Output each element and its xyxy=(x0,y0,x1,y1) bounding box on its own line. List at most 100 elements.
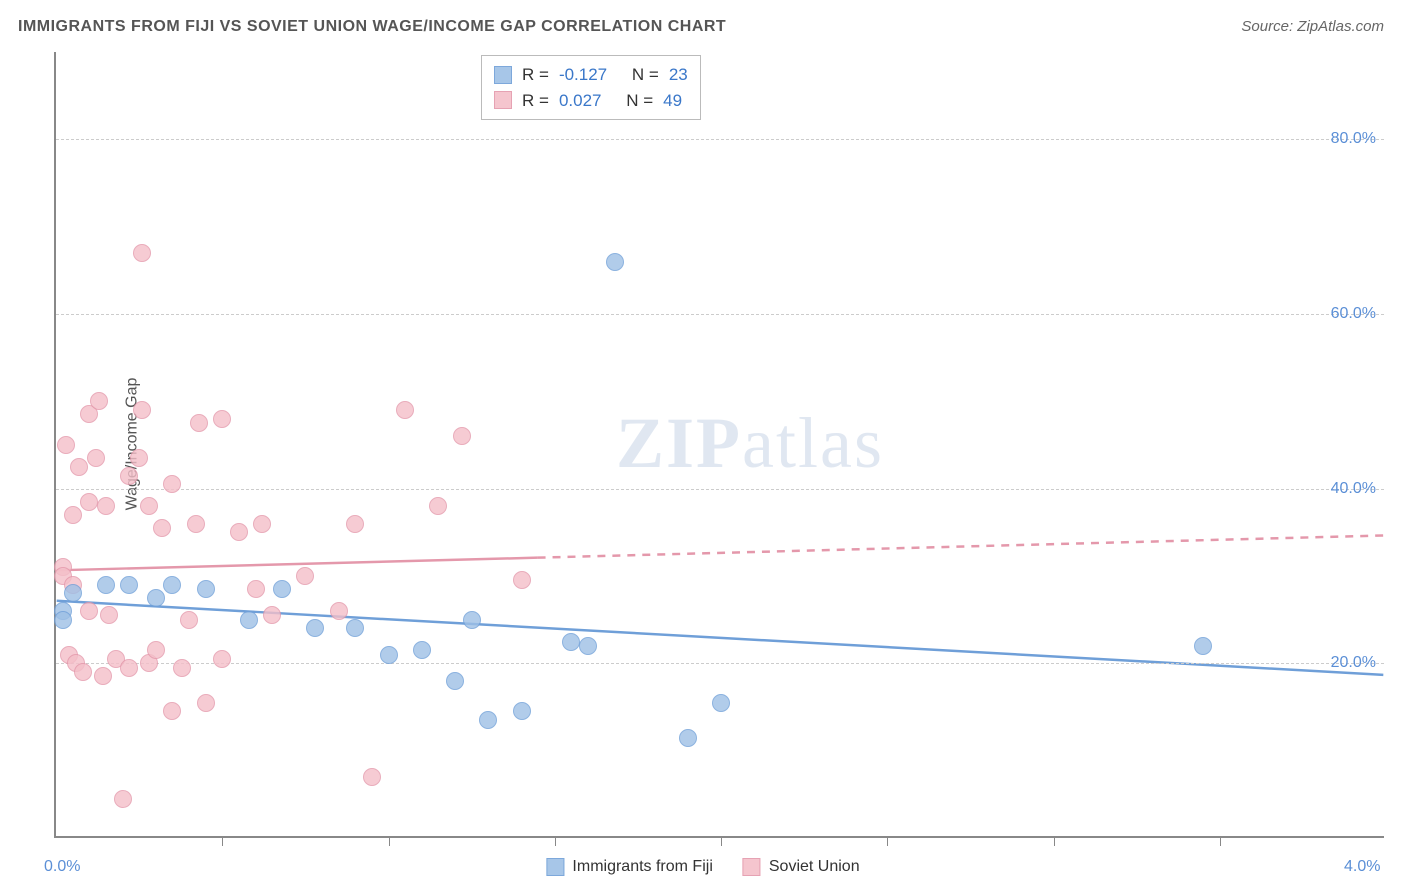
n-value-soviet: 49 xyxy=(663,88,682,114)
swatch-soviet xyxy=(494,91,512,109)
trend-line xyxy=(57,558,538,571)
scatter-point-soviet xyxy=(133,401,151,419)
x-tick xyxy=(1054,836,1055,846)
legend-item-fiji: Immigrants from Fiji xyxy=(546,858,712,876)
y-tick-label: 40.0% xyxy=(1331,480,1376,498)
scatter-point-soviet xyxy=(80,602,98,620)
source-attribution: Source: ZipAtlas.com xyxy=(1241,18,1384,35)
legend-item-soviet: Soviet Union xyxy=(743,858,860,876)
gridline xyxy=(56,139,1384,140)
scatter-point-soviet xyxy=(57,436,75,454)
scatter-point-fiji xyxy=(240,611,258,629)
scatter-point-soviet xyxy=(130,449,148,467)
scatter-point-soviet xyxy=(180,611,198,629)
scatter-point-fiji xyxy=(513,702,531,720)
scatter-point-soviet xyxy=(190,414,208,432)
y-tick-label: 60.0% xyxy=(1331,305,1376,323)
x-tick xyxy=(389,836,390,846)
scatter-point-soviet xyxy=(87,449,105,467)
trend-line xyxy=(538,535,1384,557)
scatter-point-soviet xyxy=(114,790,132,808)
watermark-bold: ZIP xyxy=(616,403,742,483)
scatter-point-soviet xyxy=(80,493,98,511)
watermark-rest: atlas xyxy=(742,403,884,483)
x-tick xyxy=(222,836,223,846)
scatter-point-soviet xyxy=(187,515,205,533)
y-tick-label: 20.0% xyxy=(1331,654,1376,672)
scatter-point-soviet xyxy=(64,506,82,524)
legend-label-fiji: Immigrants from Fiji xyxy=(572,858,712,876)
scatter-point-fiji xyxy=(306,619,324,637)
scatter-point-fiji xyxy=(413,641,431,659)
scatter-point-fiji xyxy=(579,637,597,655)
scatter-point-fiji xyxy=(463,611,481,629)
scatter-point-soviet xyxy=(97,497,115,515)
scatter-point-soviet xyxy=(133,244,151,262)
scatter-point-soviet xyxy=(247,580,265,598)
gridline xyxy=(56,663,1384,664)
scatter-point-soviet xyxy=(363,768,381,786)
r-value-fiji: -0.127 xyxy=(559,62,607,88)
infobox-row-fiji: R = -0.127 N = 23 xyxy=(494,62,688,88)
gridline xyxy=(56,489,1384,490)
scatter-point-fiji xyxy=(147,589,165,607)
scatter-point-soviet xyxy=(253,515,271,533)
scatter-point-soviet xyxy=(140,497,158,515)
scatter-point-soviet xyxy=(74,663,92,681)
scatter-point-soviet xyxy=(120,467,138,485)
y-axis-label: Wage/Income Gap xyxy=(123,378,141,511)
source-label: Source: xyxy=(1241,18,1293,35)
r-label: R = xyxy=(522,62,549,88)
swatch-fiji xyxy=(494,66,512,84)
x-tick xyxy=(887,836,888,846)
scatter-point-soviet xyxy=(296,567,314,585)
scatter-point-soviet xyxy=(100,606,118,624)
scatter-point-soviet xyxy=(163,702,181,720)
scatter-point-soviet xyxy=(453,427,471,445)
plot-area: Wage/Income Gap ZIPatlas R = -0.127 N = … xyxy=(54,52,1384,838)
source-value: ZipAtlas.com xyxy=(1297,18,1384,35)
scatter-point-soviet xyxy=(396,401,414,419)
n-value-fiji: 23 xyxy=(669,62,688,88)
scatter-point-soviet xyxy=(230,523,248,541)
x-tick xyxy=(555,836,556,846)
scatter-point-soviet xyxy=(429,497,447,515)
x-tick-label-max: 4.0% xyxy=(1344,858,1380,876)
scatter-point-soviet xyxy=(213,650,231,668)
scatter-point-fiji xyxy=(446,672,464,690)
scatter-point-fiji xyxy=(197,580,215,598)
scatter-point-fiji xyxy=(163,576,181,594)
scatter-point-soviet xyxy=(513,571,531,589)
bottom-legend: Immigrants from Fiji Soviet Union xyxy=(546,858,859,876)
scatter-point-soviet xyxy=(163,475,181,493)
trend-lines-layer xyxy=(56,52,1384,836)
scatter-point-fiji xyxy=(97,576,115,594)
scatter-point-soviet xyxy=(90,392,108,410)
swatch-soviet xyxy=(743,858,761,876)
scatter-point-soviet xyxy=(197,694,215,712)
scatter-point-soviet xyxy=(120,659,138,677)
scatter-point-fiji xyxy=(54,611,72,629)
x-tick xyxy=(721,836,722,846)
chart-title: IMMIGRANTS FROM FIJI VS SOVIET UNION WAG… xyxy=(18,18,726,36)
scatter-point-soviet xyxy=(330,602,348,620)
scatter-point-soviet xyxy=(153,519,171,537)
scatter-point-soviet xyxy=(173,659,191,677)
scatter-point-fiji xyxy=(64,584,82,602)
scatter-point-fiji xyxy=(380,646,398,664)
n-label: N = xyxy=(626,88,653,114)
scatter-point-fiji xyxy=(712,694,730,712)
scatter-point-fiji xyxy=(1194,637,1212,655)
correlation-infobox: R = -0.127 N = 23 R = 0.027 N = 49 xyxy=(481,55,701,120)
scatter-point-fiji xyxy=(562,633,580,651)
x-tick-label-min: 0.0% xyxy=(44,858,80,876)
scatter-point-fiji xyxy=(606,253,624,271)
x-tick xyxy=(1220,836,1221,846)
watermark: ZIPatlas xyxy=(616,402,884,485)
y-tick-label: 80.0% xyxy=(1331,130,1376,148)
scatter-point-soviet xyxy=(263,606,281,624)
scatter-point-soviet xyxy=(147,641,165,659)
r-label: R = xyxy=(522,88,549,114)
scatter-point-fiji xyxy=(273,580,291,598)
scatter-point-fiji xyxy=(479,711,497,729)
